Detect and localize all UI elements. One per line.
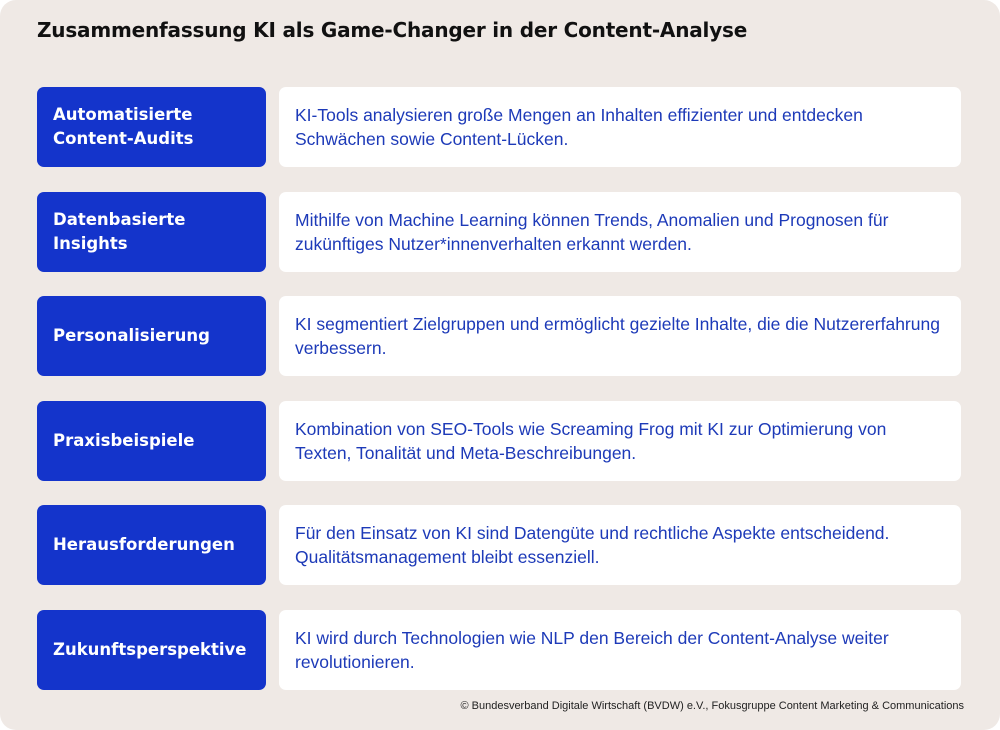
row-label-box: Automatisierte Content-Audits (37, 87, 266, 167)
row-label-box: Datenbasierte Insights (37, 191, 266, 272)
row-description-box: KI segmentiert Zielgruppen und ermöglich… (279, 296, 961, 377)
row-description: Für den Einsatz von KI sind Datengüte un… (295, 523, 890, 568)
summary-row-content-audits: Automatisierte Content-Audits KI-Tools a… (37, 87, 961, 167)
row-description: KI segmentiert Zielgruppen und ermöglich… (295, 314, 940, 359)
summary-row-praxisbeispiele: Praxisbeispiele Kombination von SEO-Tool… (37, 400, 961, 481)
row-label: Automatisierte Content-Audits (53, 105, 194, 148)
summary-rows: Automatisierte Content-Audits KI-Tools a… (37, 87, 961, 715)
row-label-box: Herausforderungen (37, 505, 266, 586)
row-label-box: Personalisierung (37, 296, 266, 377)
row-label-box: Praxisbeispiele (37, 400, 266, 481)
row-description-box: Kombination von SEO-Tools wie Screaming … (279, 400, 961, 481)
row-label: Herausforderungen (53, 535, 235, 555)
summary-row-insights: Datenbasierte Insights Mithilfe von Mach… (37, 191, 961, 272)
row-description: KI-Tools analysieren große Mengen an Inh… (295, 105, 863, 149)
row-label: Zukunftsperspektive (53, 639, 247, 659)
summary-row-personalisierung: Personalisierung KI segmentiert Zielgrup… (37, 296, 961, 377)
row-description-box: KI-Tools analysieren große Mengen an Inh… (279, 87, 961, 167)
page-title: Zusammenfassung KI als Game-Changer in d… (37, 18, 748, 42)
summary-row-herausforderungen: Herausforderungen Für den Einsatz von KI… (37, 505, 961, 586)
row-description: Kombination von SEO-Tools wie Screaming … (295, 418, 887, 463)
row-description-box: Mithilfe von Machine Learning können Tre… (279, 191, 961, 272)
copyright-footer: © Bundesverband Digitale Wirtschaft (BVD… (460, 700, 964, 712)
row-label: Datenbasierte Insights (53, 209, 186, 253)
row-label: Praxisbeispiele (53, 430, 195, 450)
row-label: Personalisierung (53, 326, 210, 346)
summary-row-zukunftsperspektive: Zukunftsperspektive KI wird durch Techno… (37, 609, 961, 690)
row-description: Mithilfe von Machine Learning können Tre… (295, 209, 889, 254)
row-description-box: KI wird durch Technologien wie NLP den B… (279, 609, 961, 690)
row-description-box: Für den Einsatz von KI sind Datengüte un… (279, 505, 961, 586)
row-description: KI wird durch Technologien wie NLP den B… (295, 627, 889, 672)
row-label-box: Zukunftsperspektive (37, 609, 266, 690)
